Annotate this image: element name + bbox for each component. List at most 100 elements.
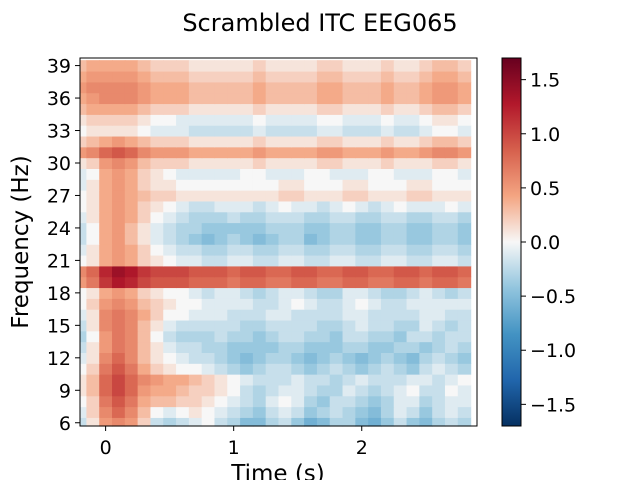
heatmap-cell: [329, 60, 344, 72]
heatmap-cell: [80, 352, 87, 364]
heatmap-cell: [380, 103, 395, 115]
heatmap-cell: [163, 190, 177, 202]
heatmap-cell: [214, 135, 228, 148]
heatmap-cell: [393, 309, 408, 321]
heatmap-cell: [342, 81, 356, 94]
heatmap-cell: [432, 309, 446, 321]
heatmap-cell: [214, 276, 228, 289]
heatmap-cell: [316, 81, 331, 94]
heatmap-cell: [227, 406, 241, 418]
heatmap-cell: [214, 179, 228, 191]
heatmap-cell: [380, 244, 395, 256]
heatmap-cell: [86, 395, 100, 408]
heatmap-cell: [252, 309, 267, 321]
heatmap-cell: [80, 384, 87, 397]
heatmap-cell: [393, 190, 408, 202]
heatmap-cell: [227, 254, 241, 267]
heatmap-cell: [163, 168, 177, 180]
heatmap-cell: [419, 363, 433, 375]
heatmap-cell: [304, 319, 318, 332]
heatmap-cell: [124, 395, 139, 408]
heatmap-cell: [304, 254, 318, 267]
heatmap-cell: [380, 233, 395, 245]
heatmap-cell: [86, 200, 100, 213]
heatmap-cell: [393, 146, 408, 159]
heatmap-cell: [188, 341, 203, 353]
heatmap-cell: [150, 254, 164, 267]
heatmap-cell: [227, 222, 241, 234]
heatmap-cell: [432, 103, 446, 115]
heatmap-cell: [112, 70, 126, 83]
heatmap-cell: [252, 70, 267, 83]
heatmap-cell: [201, 341, 216, 353]
heatmap-cell: [227, 363, 241, 375]
heatmap-cell: [163, 244, 177, 256]
heatmap-cell: [291, 92, 305, 105]
heatmap-cell: [150, 200, 164, 213]
heatmap-cell: [80, 70, 87, 83]
heatmap-cell: [150, 146, 164, 159]
heatmap-cell: [316, 114, 331, 126]
y-tick-label: 12: [47, 348, 71, 370]
heatmap-cell: [432, 92, 446, 105]
heatmap-cell: [137, 233, 152, 245]
heatmap-cell: [432, 363, 446, 375]
heatmap-cell: [252, 146, 267, 159]
heatmap-cell: [329, 200, 344, 213]
heatmap-cell: [368, 309, 382, 321]
heatmap-cell: [201, 309, 216, 321]
heatmap-cell: [112, 125, 126, 137]
heatmap-cell: [80, 244, 87, 256]
heatmap-cell: [380, 70, 395, 83]
heatmap-cell: [214, 352, 228, 364]
heatmap-cell: [304, 200, 318, 213]
heatmap-cell: [380, 298, 395, 310]
heatmap-cell: [188, 200, 203, 213]
heatmap-cell: [137, 222, 152, 234]
heatmap-cell: [457, 298, 472, 310]
heatmap-cell: [342, 157, 356, 169]
heatmap-cell: [214, 254, 228, 267]
heatmap-cell: [329, 309, 344, 321]
heatmap-cell: [265, 157, 280, 169]
heatmap-cell: [457, 244, 472, 256]
heatmap-cell: [99, 265, 113, 278]
heatmap-cell: [163, 60, 177, 72]
heatmap-cell: [342, 265, 356, 278]
heatmap-cell: [419, 157, 433, 169]
heatmap-cell: [304, 168, 318, 180]
heatmap-cell: [176, 114, 190, 126]
heatmap-cell: [176, 70, 190, 83]
heatmap-cell: [457, 135, 472, 148]
heatmap-cell: [304, 341, 318, 353]
heatmap-cell: [457, 211, 472, 224]
heatmap-cell: [457, 384, 472, 397]
heatmap-cell: [355, 417, 369, 427]
heatmap-cell: [227, 395, 241, 408]
heatmap-cell: [112, 233, 126, 245]
heatmap-cell: [329, 70, 344, 83]
heatmap-cell: [419, 287, 433, 299]
heatmap-cell: [304, 384, 318, 397]
heatmap-cell: [342, 395, 356, 408]
heatmap-cell: [457, 287, 472, 299]
heatmap-cell: [150, 157, 164, 169]
heatmap-cell: [137, 200, 152, 213]
heatmap-cell: [265, 146, 280, 159]
heatmap-cell: [124, 222, 139, 234]
heatmap-cell: [342, 190, 356, 202]
heatmap-cell: [355, 60, 369, 72]
heatmap-cell: [137, 254, 152, 267]
heatmap-cell: [368, 254, 382, 267]
heatmap-cell: [265, 287, 280, 299]
heatmap-cell: [316, 157, 331, 169]
heatmap-cell: [188, 254, 203, 267]
heatmap-cell: [150, 363, 164, 375]
heatmap-cell: [176, 341, 190, 353]
heatmap-cell: [188, 406, 203, 418]
heatmap-cell: [188, 384, 203, 397]
heatmap-cell: [342, 363, 356, 375]
heatmap-cell: [112, 114, 126, 126]
heatmap-cell: [86, 233, 100, 245]
heatmap-cell: [214, 157, 228, 169]
